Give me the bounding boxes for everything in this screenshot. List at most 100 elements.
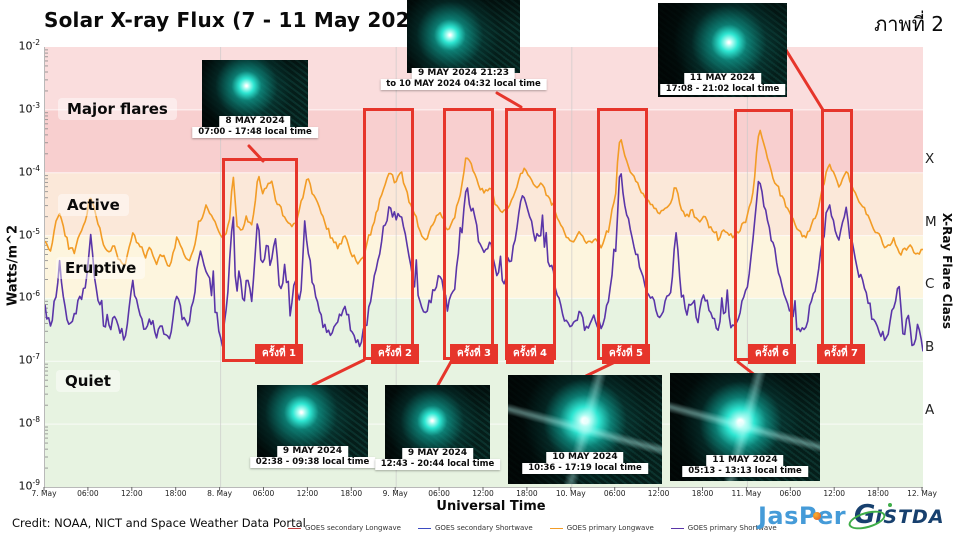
x-tick: 06:00 bbox=[428, 489, 450, 498]
legend-label: GOES primary Shortwave bbox=[687, 524, 777, 532]
x-tick: 12:00 bbox=[647, 489, 670, 498]
credit-text: Credit: NOAA, NICT and Space Weather Dat… bbox=[12, 516, 306, 530]
legend-label: GOES secondary Shortwave bbox=[434, 524, 533, 532]
y-tick-base: 10 bbox=[18, 39, 33, 53]
legend-dash-icon bbox=[288, 527, 301, 529]
x-tick: 12. May bbox=[907, 489, 937, 498]
inset-caption-date: 9 MAY 2024 bbox=[276, 446, 349, 457]
y-tick: 10-9 bbox=[0, 478, 40, 493]
flare-highlight-box-1 bbox=[222, 158, 298, 362]
inset-caption-time: 07:00 - 17:48 local time bbox=[192, 127, 318, 138]
gistda-logo-g: G bbox=[854, 500, 876, 530]
inset-caption-date: 9 MAY 2024 bbox=[401, 448, 474, 459]
jasper-logo-text: JasPer bbox=[758, 502, 847, 530]
y-tick: 10-6 bbox=[0, 289, 40, 304]
x-tick: 18:00 bbox=[867, 489, 889, 498]
y-tick: 10-4 bbox=[0, 164, 40, 179]
legend-dash-icon bbox=[670, 527, 684, 529]
x-tick: 7. May bbox=[31, 489, 57, 498]
y-axis-title: Watts/m^2 bbox=[5, 224, 21, 307]
right-axis-title: X-Ray Flare Class bbox=[940, 212, 954, 330]
x-tick: 10. May bbox=[555, 489, 586, 498]
legend-label: GOES primary Longwave bbox=[566, 524, 654, 532]
flare-class-letter-c: C bbox=[925, 276, 935, 293]
inset-caption-1: 8 MAY 2024 07:00 - 17:48 local time bbox=[192, 116, 318, 138]
band-label-active: Active bbox=[58, 194, 129, 216]
flare-highlight-box-6 bbox=[734, 109, 793, 361]
solar-image-inset-2 bbox=[407, 0, 520, 73]
legend-item: GOES secondary Longwave bbox=[288, 524, 401, 532]
inset-caption-time: 12:43 - 20:44 local time bbox=[374, 459, 501, 470]
legend: GOES secondary Longwave GOES secondary Sh… bbox=[288, 524, 777, 532]
y-tick-exponent: -7 bbox=[32, 352, 40, 362]
flare-class-letter-x: X bbox=[925, 150, 935, 167]
inset-caption-6: 10 MAY 2024 10:36 - 17:19 local time bbox=[522, 452, 648, 474]
inset-caption-3: 11 MAY 2024 17:08 - 21:02 local time bbox=[659, 73, 786, 95]
flare-highlight-box-4 bbox=[505, 108, 556, 360]
inset-caption-time: 10:36 - 17:19 local time bbox=[522, 463, 648, 474]
y-tick-base: 10 bbox=[18, 291, 33, 305]
y-tick-exponent: -8 bbox=[32, 415, 40, 425]
y-tick-base: 10 bbox=[18, 353, 33, 367]
x-tick: 18:00 bbox=[340, 489, 363, 498]
x-tick: 12:00 bbox=[120, 489, 143, 498]
x-tick: 18:00 bbox=[691, 489, 714, 498]
flare-class-letter-m: M bbox=[925, 213, 937, 230]
flare-class-letter-b: B bbox=[925, 339, 935, 356]
flare-event-label-5: ครั้งที่ 5 bbox=[602, 344, 650, 364]
inset-caption-date: 11 MAY 2024 bbox=[683, 73, 762, 84]
inset-caption-date: 8 MAY 2024 bbox=[219, 116, 291, 127]
gistda-logo-text: ISTDA bbox=[875, 506, 945, 528]
inset-caption-time: 02:38 - 09:38 local time bbox=[249, 457, 376, 468]
y-tick: 10-3 bbox=[0, 101, 40, 116]
page-title: Solar X-ray Flux (7 - 11 May 2024) bbox=[44, 8, 434, 32]
inset-caption-5: 9 MAY 2024 12:43 - 20:44 local time bbox=[374, 448, 501, 470]
inset-caption-date: 11 MAY 2024 bbox=[706, 455, 784, 466]
y-tick-exponent: -3 bbox=[32, 100, 40, 110]
y-tick: 10-8 bbox=[0, 415, 40, 430]
flare-class-letter-a: A bbox=[925, 402, 935, 419]
flare-highlight-box-2 bbox=[363, 108, 414, 360]
x-tick: 06:00 bbox=[603, 489, 626, 498]
y-tick-base: 10 bbox=[18, 479, 33, 493]
inset-caption-2: 9 MAY 2024 21:23 to 10 MAY 2024 04:32 loc… bbox=[380, 68, 547, 90]
y-tick-base: 10 bbox=[18, 416, 33, 430]
x-tick: 06:00 bbox=[779, 489, 802, 498]
legend-dash-icon bbox=[417, 527, 431, 529]
gistda-logo: GISTDA bbox=[846, 500, 945, 533]
y-tick-base: 10 bbox=[18, 228, 33, 242]
x-tick: 8. May bbox=[207, 489, 233, 498]
legend-dash-icon bbox=[549, 527, 563, 529]
flare-highlight-box-5 bbox=[597, 108, 648, 360]
x-tick: 06:00 bbox=[252, 489, 275, 498]
y-tick-exponent: -4 bbox=[32, 163, 40, 173]
inset-caption-7: 11 MAY 2024 05:13 - 13:13 local time bbox=[682, 455, 808, 477]
y-tick-base: 10 bbox=[18, 102, 33, 116]
inset-caption-date: 9 MAY 2024 21:23 bbox=[412, 68, 515, 79]
x-tick: 9. May bbox=[382, 489, 408, 498]
y-tick-base: 10 bbox=[18, 165, 33, 179]
plot-area bbox=[44, 47, 923, 488]
band-active bbox=[45, 172, 923, 236]
x-tick: 12:00 bbox=[296, 489, 319, 498]
band-label-major-flares: Major flares bbox=[58, 98, 177, 120]
inset-caption-4: 9 MAY 2024 02:38 - 09:38 local time bbox=[249, 446, 376, 468]
legend-item: GOES primary Longwave bbox=[549, 524, 654, 532]
flare-event-label-1: ครั้งที่ 1 bbox=[255, 344, 303, 364]
flare-highlight-box-3 bbox=[443, 108, 494, 360]
goes-primary-longwave-line bbox=[45, 129, 923, 267]
x-tick: 06:00 bbox=[77, 489, 99, 498]
x-tick: 18:00 bbox=[164, 489, 187, 498]
figure-number-label: ภาพที่ 2 bbox=[874, 12, 944, 36]
y-tick-exponent: -6 bbox=[32, 289, 40, 299]
y-tick-exponent: -9 bbox=[32, 478, 40, 487]
flare-highlight-box-7 bbox=[821, 109, 853, 361]
band-label-quiet: Quiet bbox=[56, 370, 120, 392]
y-tick-exponent: -2 bbox=[32, 38, 40, 47]
band-label-eruptive: Eruptive bbox=[56, 257, 146, 279]
y-tick-exponent: -5 bbox=[32, 226, 40, 236]
legend-label: GOES secondary Longwave bbox=[305, 524, 401, 532]
flare-event-label-7: ครั้งที่ 7 bbox=[817, 344, 865, 364]
goes-primary-shortwave-line bbox=[45, 173, 923, 352]
